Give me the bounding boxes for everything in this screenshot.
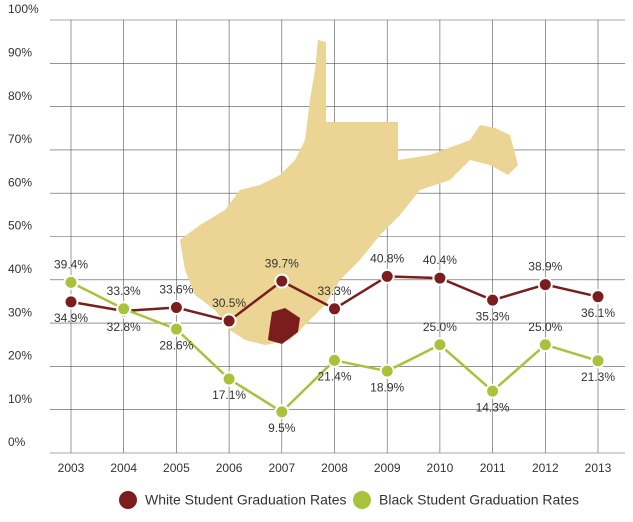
data-label: 35.3% <box>476 309 510 323</box>
data-point <box>221 371 237 387</box>
data-label: 33.6% <box>159 283 193 297</box>
data-label: 25.0% <box>423 320 457 334</box>
data-label: 30.5% <box>212 296 246 310</box>
data-point <box>63 274 79 290</box>
data-label: 40.8% <box>370 252 404 266</box>
state-map <box>180 40 518 345</box>
y-tick-label: 40% <box>8 262 32 276</box>
y-tick-label: 60% <box>8 175 32 189</box>
x-tick-label: 2007 <box>268 461 295 475</box>
y-tick-label: 80% <box>8 89 32 103</box>
y-tick-label: 20% <box>8 349 32 363</box>
legend-label: Black Student Graduation Rates <box>379 492 579 508</box>
data-point <box>432 337 448 353</box>
y-tick-label: 100% <box>8 2 39 16</box>
legend-swatch <box>353 491 371 509</box>
data-point <box>63 294 79 310</box>
legend-swatch <box>119 491 137 509</box>
data-point <box>327 352 342 368</box>
data-point <box>274 273 290 289</box>
data-label: 21.3% <box>581 370 615 384</box>
data-label: 34.9% <box>54 311 88 325</box>
county-highlight <box>268 308 300 344</box>
x-tick-label: 2013 <box>585 461 612 475</box>
data-point <box>537 277 553 293</box>
x-tick-label: 2006 <box>216 461 243 475</box>
data-point <box>379 268 395 284</box>
y-tick-label: 10% <box>8 392 32 406</box>
x-tick-label: 2011 <box>480 461 506 475</box>
data-label: 33.3% <box>317 284 351 298</box>
data-label: 33.3% <box>107 284 141 298</box>
data-point <box>432 270 448 286</box>
data-point <box>379 363 395 379</box>
data-point <box>590 289 606 305</box>
x-tick-label: 2009 <box>374 461 401 475</box>
x-tick-label: 2005 <box>163 461 190 475</box>
x-tick-label: 2004 <box>110 461 137 475</box>
data-point <box>537 337 553 353</box>
data-label: 39.4% <box>54 258 88 272</box>
data-label: 28.6% <box>159 338 193 352</box>
legend-label: White Student Graduation Rates <box>145 492 347 508</box>
data-point <box>485 383 501 399</box>
y-tick-label: 30% <box>8 305 32 319</box>
data-label: 25.0% <box>528 320 562 334</box>
y-tick-label: 50% <box>8 219 32 233</box>
data-label: 32.8% <box>107 320 141 334</box>
data-point <box>485 292 501 308</box>
x-tick-label: 2012 <box>532 461 559 475</box>
y-tick-label: 0% <box>8 435 26 449</box>
data-label: 14.3% <box>476 400 510 414</box>
data-label: 18.9% <box>370 380 404 394</box>
x-tick-label: 2008 <box>321 461 348 475</box>
data-label: 17.1% <box>212 388 246 402</box>
x-tick-label: 2010 <box>427 461 454 475</box>
data-label: 40.4% <box>423 253 457 267</box>
y-tick-label: 70% <box>8 132 32 146</box>
data-point <box>590 353 606 369</box>
data-point <box>168 300 184 316</box>
data-label: 38.9% <box>528 260 562 274</box>
data-label: 36.1% <box>581 306 615 320</box>
map-background <box>180 40 518 345</box>
data-point <box>168 321 184 337</box>
data-point <box>274 404 290 420</box>
x-tick-label: 2003 <box>58 461 85 475</box>
data-label: 9.5% <box>268 421 296 435</box>
data-point <box>221 313 237 329</box>
data-label: 21.4% <box>317 370 351 384</box>
data-point <box>116 301 132 317</box>
data-point <box>327 301 342 317</box>
y-tick-label: 90% <box>8 45 32 59</box>
data-label: 39.7% <box>265 256 299 270</box>
